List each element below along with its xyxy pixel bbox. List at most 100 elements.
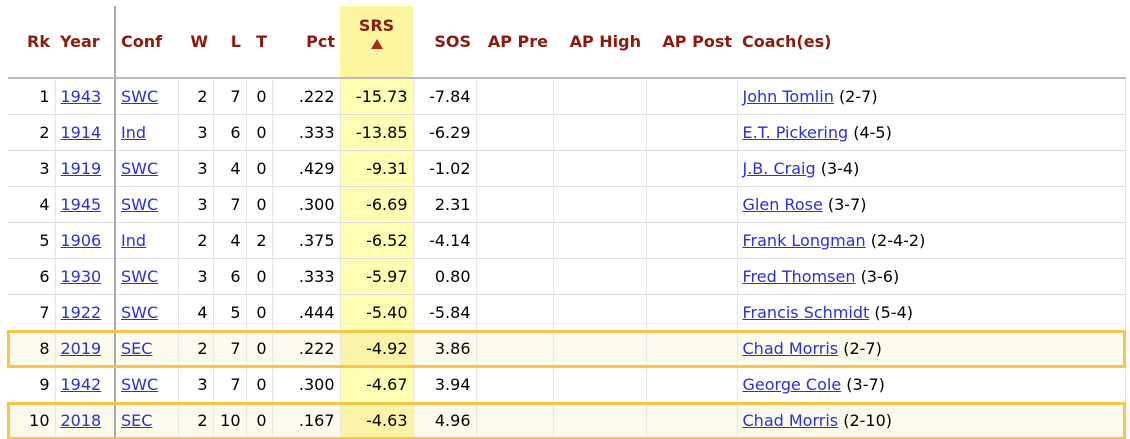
column-header[interactable]: Rk — [8, 6, 55, 79]
srs-cell: -4.67 — [340, 366, 414, 403]
column-header[interactable]: SRS — [340, 6, 413, 79]
header-label[interactable]: AP Post — [662, 32, 732, 51]
column-header[interactable]: Pct — [272, 6, 340, 79]
coach-link[interactable]: George Cole — [742, 375, 842, 394]
sos-cell: 3.86 — [413, 330, 477, 367]
coach-link[interactable]: J.B. Craig — [742, 159, 816, 178]
year-link[interactable]: 1906 — [60, 231, 102, 250]
w-cell: 3 — [178, 150, 214, 187]
coach-link[interactable]: John Tomlin — [742, 87, 834, 106]
conf-link[interactable]: SEC — [121, 411, 153, 430]
header-label[interactable]: Conf — [121, 32, 163, 51]
rk-cell: 1 — [8, 78, 56, 115]
year-link[interactable]: 1945 — [60, 195, 102, 214]
coach-link[interactable]: Francis Schmidt — [742, 303, 870, 322]
l-cell: 5 — [213, 294, 247, 331]
conf-link[interactable]: SWC — [121, 267, 159, 286]
header-label[interactable]: Pct — [306, 32, 335, 51]
t-cell: 0 — [246, 330, 273, 367]
w-cell: 3 — [178, 366, 214, 403]
header-label[interactable]: T — [256, 32, 267, 51]
coach-link[interactable]: Frank Longman — [742, 231, 866, 250]
coach-link[interactable]: Chad Morris — [742, 339, 839, 358]
year-link[interactable]: 1943 — [60, 87, 102, 106]
year-link[interactable]: 1942 — [60, 375, 102, 394]
t-cell: 0 — [246, 78, 273, 115]
sos-cell: 4.96 — [413, 402, 477, 439]
coach-link[interactable]: Glen Rose — [742, 195, 823, 214]
year-link[interactable]: 2019 — [60, 339, 102, 358]
coach-cell: Fred Thomsen (3-6) — [737, 258, 1126, 295]
header-label[interactable]: AP Pre — [487, 32, 548, 51]
year-link[interactable]: 2018 — [60, 411, 102, 430]
header-label[interactable]: Rk — [27, 32, 50, 51]
table-row: 9 1942 SWC 3 7 0.300 -4.67 3.94 George Cole (3-7… — [8, 366, 1126, 403]
header-label[interactable]: SOS — [434, 32, 471, 51]
column-header[interactable]: AP High — [553, 6, 646, 79]
header-label[interactable]: Coach(es) — [742, 32, 832, 51]
t-cell: 0 — [246, 114, 273, 151]
table-row: 7 1922 SWC 4 5 0.444 -5.40 -5.84 Francis Schmidt… — [8, 294, 1126, 331]
column-header[interactable]: Coach(es) — [737, 6, 1125, 79]
header-label[interactable]: AP High — [569, 32, 641, 51]
year-cell: 1930 — [55, 258, 116, 295]
year-link[interactable]: 1922 — [60, 303, 102, 322]
sos-cell: 3.94 — [413, 366, 477, 403]
table-row: 10 2018 SEC 2 10 0.167 -4.63 4.96 Chad Morris (2… — [7, 401, 1126, 439]
year-link[interactable]: 1914 — [60, 123, 102, 142]
header-label[interactable]: W — [190, 32, 208, 51]
pct-cell: .300 — [272, 186, 341, 223]
year-cell: 1914 — [55, 114, 116, 151]
header-label[interactable]: Year — [60, 32, 100, 51]
ap-cell — [646, 294, 738, 331]
sos-cell: -1.02 — [413, 150, 477, 187]
year-link[interactable]: 1919 — [60, 159, 102, 178]
table-row: 1 1943 SWC 2 7 0.222 -15.73 -7.84 John Tomlin (2… — [8, 78, 1126, 115]
rk-cell: 6 — [8, 258, 56, 295]
coach-link[interactable]: Chad Morris — [742, 411, 839, 430]
l-cell: 6 — [213, 258, 247, 295]
pct-cell: .429 — [272, 150, 341, 187]
conf-link[interactable]: SWC — [121, 195, 159, 214]
l-cell: 7 — [213, 78, 247, 115]
conf-link[interactable]: SEC — [121, 339, 153, 358]
coach-cell: Francis Schmidt (5-4) — [737, 294, 1126, 331]
column-header[interactable]: AP Pre — [476, 6, 553, 79]
coach-link[interactable]: E.T. Pickering — [742, 123, 849, 142]
ap-cell — [553, 294, 647, 331]
rk-cell: 10 — [8, 402, 56, 439]
conf-link[interactable]: Ind — [121, 123, 147, 142]
column-header[interactable]: SOS — [413, 6, 476, 79]
column-header[interactable]: Conf — [115, 6, 178, 79]
year-link[interactable]: 1930 — [60, 267, 102, 286]
year-cell: 1922 — [55, 294, 116, 331]
srs-cell: -6.69 — [340, 186, 414, 223]
conf-link[interactable]: SWC — [121, 159, 159, 178]
conf-link[interactable]: Ind — [121, 231, 147, 250]
rk-cell: 5 — [8, 222, 56, 259]
header-label[interactable]: SRS — [358, 16, 395, 35]
column-header[interactable]: L — [213, 6, 246, 79]
column-header[interactable]: Year — [55, 6, 116, 79]
table-row: 8 2019 SEC 2 7 0.222 -4.92 3.86 Chad Morris (2-7… — [7, 329, 1126, 368]
srs-cell: -6.52 — [340, 222, 414, 259]
coach-record: (2-4-2) — [870, 231, 926, 250]
pct-cell: .222 — [272, 78, 341, 115]
sos-cell: -7.84 — [413, 78, 477, 115]
w-cell: 2 — [178, 222, 214, 259]
column-header[interactable]: AP Post — [646, 6, 737, 79]
column-header[interactable]: T — [246, 6, 272, 79]
conf-cell: SWC — [115, 366, 179, 403]
column-header[interactable]: W — [178, 6, 213, 79]
coach-link[interactable]: Fred Thomsen — [742, 267, 856, 286]
header-label[interactable]: L — [230, 32, 241, 51]
conf-link[interactable]: SWC — [121, 375, 159, 394]
coach-cell: John Tomlin (2-7) — [737, 78, 1126, 115]
pct-cell: .375 — [272, 222, 341, 259]
conf-link[interactable]: SWC — [121, 303, 159, 322]
coach-cell: Chad Morris (2-7) — [737, 330, 1126, 367]
srs-cell: -5.97 — [340, 258, 414, 295]
conf-link[interactable]: SWC — [121, 87, 159, 106]
w-cell: 4 — [178, 294, 214, 331]
rk-cell: 2 — [8, 114, 56, 151]
